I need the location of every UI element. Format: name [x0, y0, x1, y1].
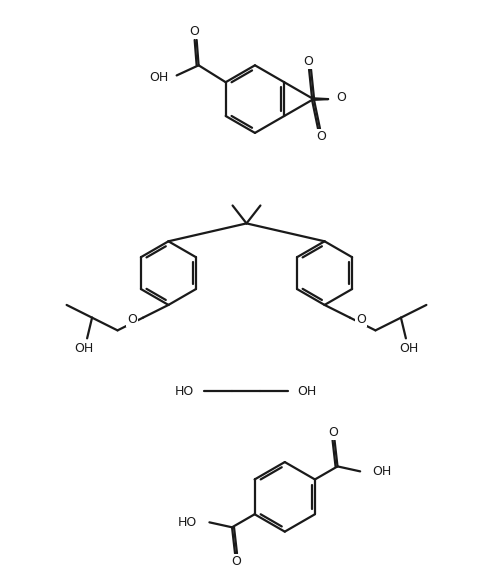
Text: OH: OH — [149, 71, 169, 84]
Text: O: O — [127, 313, 137, 326]
Text: O: O — [231, 555, 241, 568]
Text: O: O — [303, 55, 313, 68]
Text: O: O — [329, 426, 339, 439]
Text: O: O — [336, 91, 346, 103]
Text: OH: OH — [372, 465, 391, 478]
Text: HO: HO — [178, 516, 198, 529]
Text: OH: OH — [298, 385, 317, 398]
Text: O: O — [190, 25, 200, 38]
Text: HO: HO — [175, 385, 194, 398]
Text: OH: OH — [74, 342, 94, 355]
Text: O: O — [316, 130, 326, 143]
Text: OH: OH — [399, 342, 419, 355]
Text: O: O — [356, 313, 366, 326]
